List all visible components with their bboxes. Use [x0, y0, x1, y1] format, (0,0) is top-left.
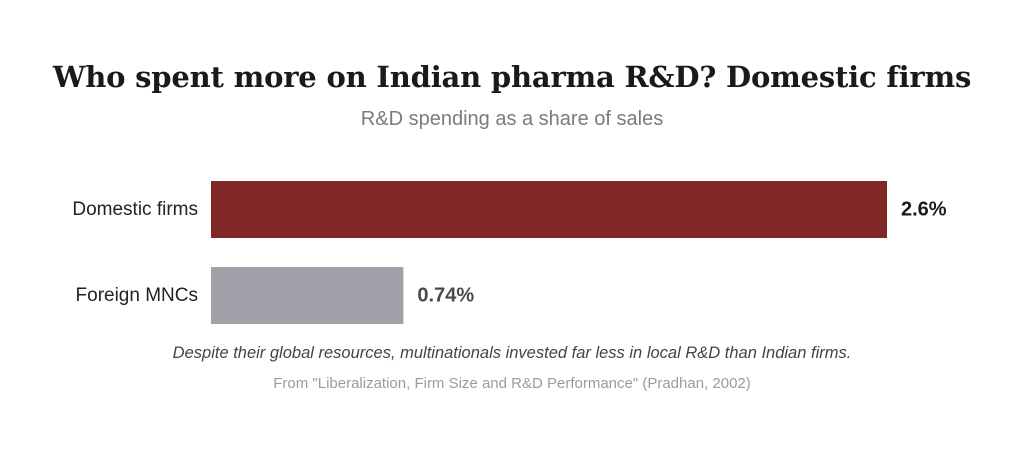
category-label: Domestic firms [72, 199, 198, 220]
value-label: 2.6% [901, 199, 947, 221]
bar-foreign-mncs [211, 267, 404, 324]
value-label: 0.74% [417, 285, 474, 307]
chart-title: Who spent more on Indian pharma R&D? Dom… [52, 60, 972, 94]
chart-source: From "Liberalization, Firm Size and R&D … [273, 375, 751, 392]
category-label: Foreign MNCs [76, 285, 198, 306]
bar-domestic-firms [211, 181, 887, 238]
chart-annotation: Despite their global resources, multinat… [172, 344, 852, 362]
chart-subtitle: R&D spending as a share of sales [360, 108, 664, 130]
